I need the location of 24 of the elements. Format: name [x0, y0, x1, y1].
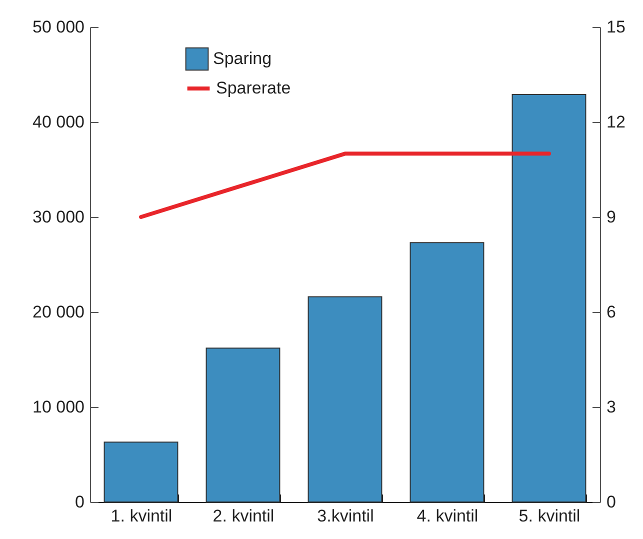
y2-tick-label: 9 — [606, 208, 616, 226]
bar — [512, 94, 586, 502]
y-tick-label: 20 000 — [32, 302, 84, 322]
y2-tick-label: 12 — [606, 112, 626, 132]
y-tick-label: 50 000 — [32, 18, 84, 36]
bar — [410, 242, 484, 502]
y2-tick-label: 3 — [606, 398, 616, 416]
x-tick-label: 4. kvintil — [416, 506, 478, 526]
y-tick-label: 0 — [75, 492, 84, 512]
bar — [308, 296, 382, 502]
x-tick-label: 2. kvintil — [212, 506, 274, 526]
y2-tick-label: 0 — [606, 492, 616, 512]
x-tick-label: 1. kvintil — [110, 506, 172, 526]
legend-label: Sparerate — [216, 78, 291, 98]
y-tick-label: 10 000 — [32, 398, 84, 416]
y-tick-label: 40 000 — [32, 112, 84, 132]
bar — [206, 348, 280, 502]
legend-label: Sparing — [213, 49, 272, 68]
x-tick-label: 3.kvintil — [317, 506, 374, 526]
y-tick-label: 30 000 — [32, 208, 84, 226]
y2-tick-label: 6 — [606, 302, 616, 322]
x-tick-label: 5. kvintil — [518, 506, 580, 526]
bar — [104, 442, 178, 502]
y2-tick-label: 15 — [606, 18, 626, 36]
